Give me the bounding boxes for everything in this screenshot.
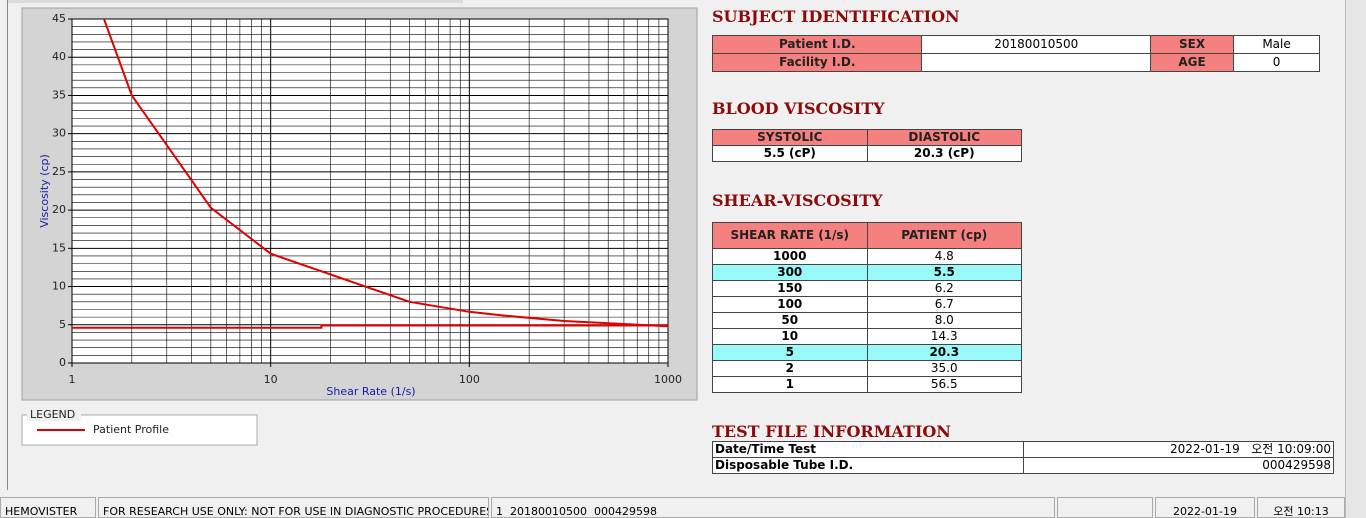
- table-row: 1 56.5: [712, 376, 1022, 393]
- cell-value: 10: [712, 328, 868, 345]
- legend-title: LEGEND: [30, 408, 75, 421]
- table-row: 50 8.0: [712, 312, 1022, 329]
- cell-value: 150: [712, 280, 868, 297]
- cell-value: 1000: [712, 248, 868, 265]
- cell-value: 56.5: [866, 376, 1022, 393]
- cell-value: 5: [712, 344, 868, 361]
- x-axis-label: Shear Rate (1/s): [326, 385, 415, 398]
- field-value: 000429598: [1023, 457, 1334, 474]
- cell-value: 20.3: [866, 344, 1022, 361]
- table-row: Patient I.D. 20180010500 SEX Male: [711, 35, 1320, 54]
- status-empty: [1057, 497, 1153, 518]
- cell-value: 300: [712, 264, 868, 281]
- field-label: Disposable Tube I.D.: [712, 457, 1024, 474]
- plot-area: [71, 18, 669, 364]
- column-header: SYSTOLIC: [712, 129, 868, 146]
- cell-value: 2: [712, 360, 868, 377]
- column-header: PATIENT (cp): [866, 222, 1022, 249]
- y-tick-label: 10: [52, 280, 66, 293]
- cell-value: 5.5 (cP): [712, 145, 868, 162]
- cell-value: 1: [712, 376, 868, 393]
- x-tick-label: 100: [459, 373, 480, 386]
- y-tick-label: 15: [52, 241, 66, 254]
- table-row: 5.5 (cP) 20.3 (cP): [712, 145, 1022, 162]
- legend-title-bg: [27, 409, 81, 421]
- field-label: Facility I.D.: [711, 53, 923, 72]
- section-title: SHEAR-VISCOSITY: [712, 191, 883, 210]
- field-value: Male: [1233, 35, 1320, 54]
- field-value: [921, 53, 1152, 72]
- scrollbar: [1345, 0, 1366, 518]
- cell-value: 35.0: [866, 360, 1022, 377]
- y-tick-label: 0: [59, 356, 66, 369]
- status-date: 2022-01-19: [1155, 497, 1255, 518]
- cell-value: 8.0: [866, 312, 1022, 329]
- table-row: 2 35.0: [712, 360, 1022, 377]
- blood-table: SYSTOLIC DIASTOLIC 5.5 (cP) 20.3 (cP): [712, 129, 1022, 162]
- y-axis-label: Viscosity (cp): [38, 154, 51, 228]
- field-label: SEX: [1150, 35, 1235, 54]
- table-row: 300 5.5: [712, 264, 1022, 281]
- left-border: [7, 0, 8, 490]
- x-tick-label: 1000: [654, 373, 682, 386]
- field-label: Patient I.D.: [711, 35, 923, 54]
- table-row: Facility I.D. AGE 0: [711, 53, 1320, 72]
- field-value: 0: [1233, 53, 1320, 72]
- subject-table: Patient I.D. 20180010500 SEX Male Facility I…: [711, 35, 1320, 72]
- table-row: Date/Time Test 2022-01-19 오전 10:09:00: [712, 441, 1334, 458]
- cell-value: 5.5: [866, 264, 1022, 281]
- y-tick-label: 35: [52, 88, 66, 101]
- y-tick-label: 30: [52, 127, 66, 140]
- table-row: 1000 4.8: [712, 248, 1022, 265]
- table-row: 150 6.2: [712, 280, 1022, 297]
- table-row: SYSTOLIC DIASTOLIC: [712, 129, 1022, 146]
- column-header: DIASTOLIC: [866, 129, 1022, 146]
- table-row: 5 20.3: [712, 344, 1022, 361]
- status-file: 1 20180010500 000429598: [491, 497, 1055, 518]
- cell-value: 14.3: [866, 328, 1022, 345]
- field-value: 2022-01-19 오전 10:09:00: [1023, 441, 1334, 458]
- cell-value: 4.8: [866, 248, 1022, 265]
- field-value: 20180010500: [921, 35, 1152, 54]
- cell-value: 50: [712, 312, 868, 329]
- cell-value: 6.7: [866, 296, 1022, 313]
- file-table: Date/Time Test 2022-01-19 오전 10:09:00 Disp…: [712, 441, 1334, 474]
- y-tick-label: 5: [59, 318, 66, 331]
- field-label: AGE: [1150, 53, 1235, 72]
- top-tab: [8, 0, 463, 3]
- y-tick-label: 45: [52, 12, 66, 25]
- x-tick-label: 1: [69, 373, 76, 386]
- y-tick-label: 40: [52, 50, 66, 63]
- table-row: 100 6.7: [712, 296, 1022, 313]
- shear-table: SHEAR RATE (1/s) PATIENT (cp) 1000 4.8 300 5.…: [712, 222, 1022, 393]
- table-row: SHEAR RATE (1/s) PATIENT (cp): [712, 222, 1022, 249]
- chart: Shear Rate (1/s) Viscosity (cp) LEGEND 0…: [21, 7, 698, 446]
- x-tick-label: 10: [264, 373, 278, 386]
- legend-label: Patient Profile: [93, 423, 169, 436]
- status-notice: FOR RESEARCH USE ONLY: NOT FOR USE IN DI…: [98, 497, 489, 518]
- table-row: Disposable Tube I.D. 000429598: [712, 457, 1334, 474]
- cell-value: 6.2: [866, 280, 1022, 297]
- table-row: 10 14.3: [712, 328, 1022, 345]
- status-time: 오전 10:13: [1257, 497, 1345, 518]
- cell-value: 20.3 (cP): [866, 145, 1022, 162]
- y-tick-label: 20: [52, 203, 66, 216]
- section-title: BLOOD VISCOSITY: [712, 99, 885, 118]
- section-title: SUBJECT IDENTIFICATION: [712, 7, 960, 26]
- series-line: [72, 324, 668, 329]
- series-line: [102, 19, 668, 328]
- column-header: SHEAR RATE (1/s): [712, 222, 868, 249]
- section-title: TEST FILE INFORMATION: [712, 422, 951, 441]
- y-tick-label: 25: [52, 165, 66, 178]
- status-product: HEMOVISTER: [0, 497, 96, 518]
- cell-value: 100: [712, 296, 868, 313]
- field-label: Date/Time Test: [712, 441, 1024, 458]
